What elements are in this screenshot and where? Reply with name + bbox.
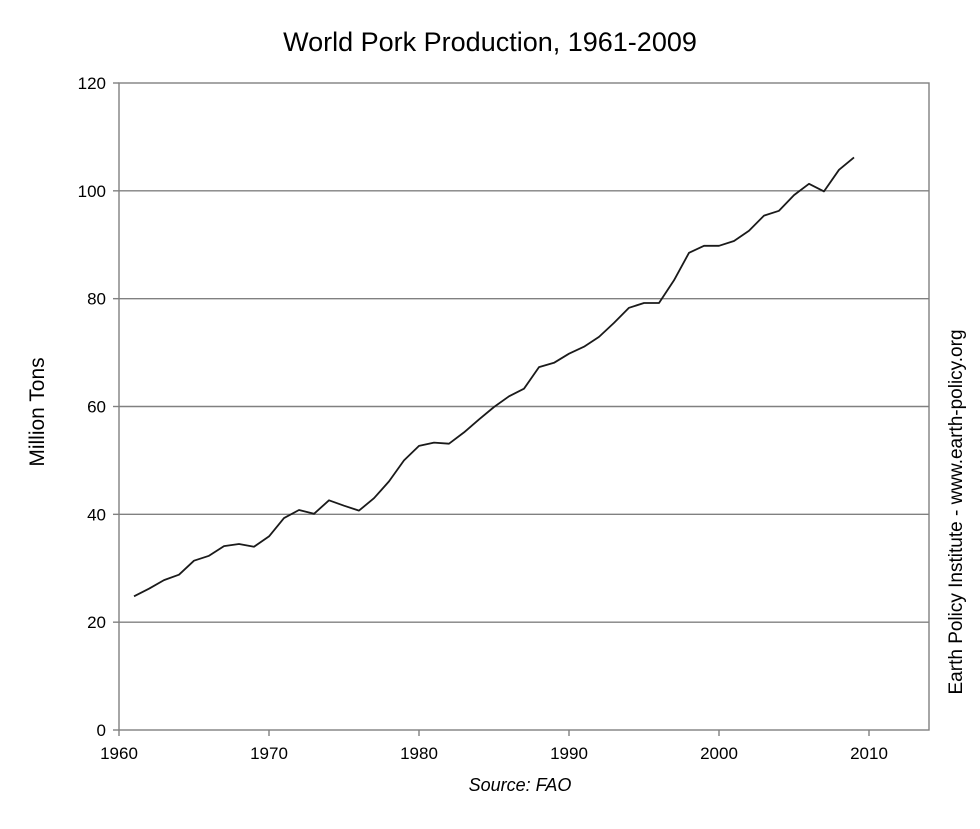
y-tick-label: 40 (87, 505, 106, 524)
gridlines (119, 190, 929, 623)
x-axis: 1960 1970 1980 1990 2000 2010 (100, 730, 888, 763)
x-tick-label: 1990 (550, 744, 588, 763)
y-tick-label: 100 (78, 182, 106, 201)
chart-title: World Pork Production, 1961-2009 (283, 27, 697, 57)
y-tick-label: 120 (78, 74, 106, 93)
y-axis-label: Million Tons (26, 357, 49, 466)
x-tick-label: 1960 (100, 744, 138, 763)
y-tick-label: 80 (87, 290, 106, 309)
x-tick-label: 2010 (850, 744, 888, 763)
x-tick-label: 2000 (700, 744, 738, 763)
series-lines (133, 156, 855, 598)
series-line (133, 156, 855, 598)
publisher-credit: Earth Policy Institute - www.earth-polic… (946, 329, 967, 694)
source-note: Source: FAO (469, 775, 572, 795)
y-tick-label: 60 (87, 398, 106, 417)
y-tick-label: 20 (87, 613, 106, 632)
y-tick-label: 0 (97, 721, 106, 740)
x-tick-label: 1970 (250, 744, 288, 763)
y-axis: 0 20 40 60 80 100 120 (78, 74, 119, 740)
x-tick-label: 1980 (400, 744, 438, 763)
